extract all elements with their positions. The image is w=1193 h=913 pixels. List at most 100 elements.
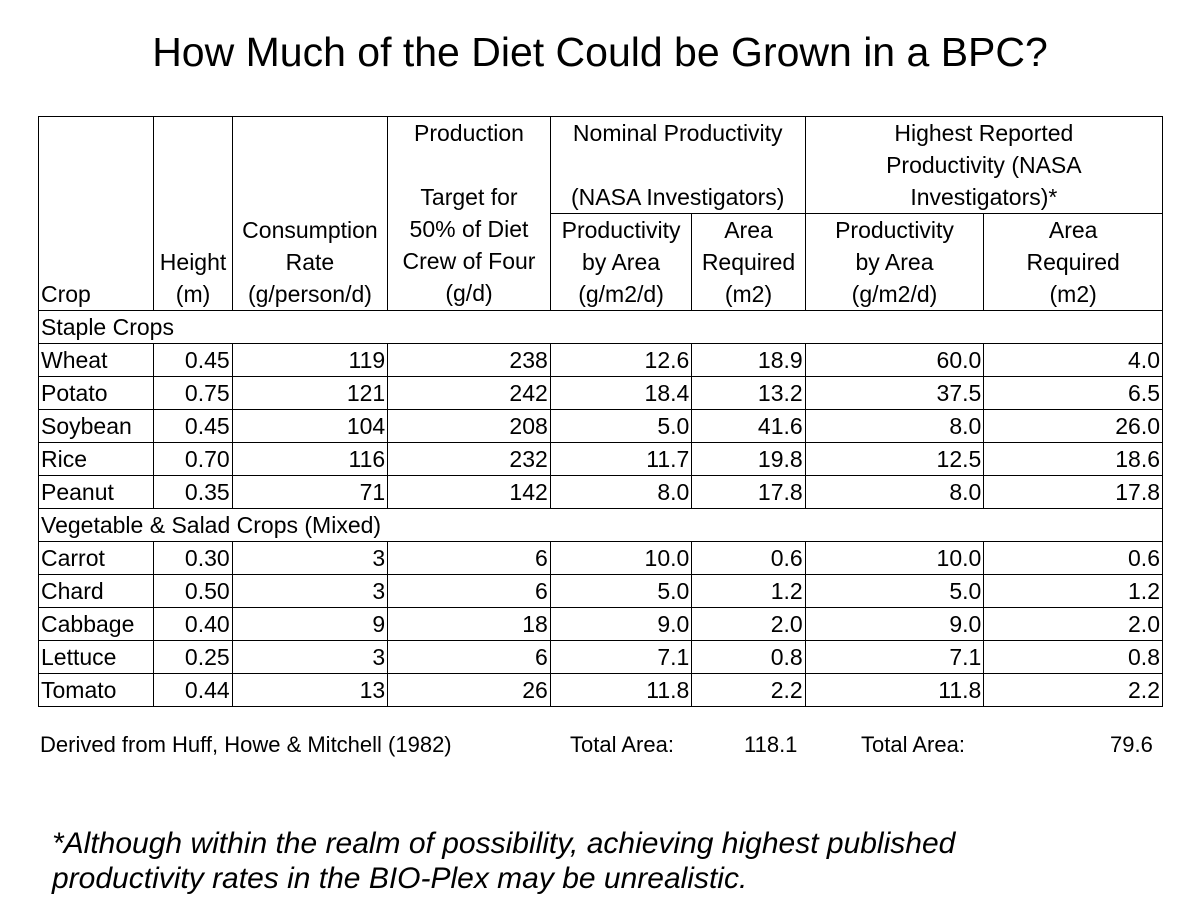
production-target-cell: 238	[387, 343, 551, 377]
highest-total-area-label: Total Area:	[861, 732, 965, 757]
highest-area-cell: 2.2	[983, 673, 1163, 707]
production-target-cell: 232	[387, 442, 551, 476]
section-row: Vegetable & Salad Crops (Mixed)	[38, 508, 1163, 542]
crop-cell: Lettuce	[37, 640, 155, 674]
nominal-productivity-cell: 5.0	[549, 574, 693, 608]
consumption-cell: 13	[231, 673, 389, 707]
crop-cell: Carrot	[37, 541, 155, 575]
header-production-line4: Crew of Four	[402, 248, 536, 274]
header-production-line2: Target for	[420, 184, 518, 210]
nominal-area-cell: 0.8	[691, 640, 806, 674]
header-consumption-line3: (g/person/d)	[247, 281, 372, 307]
height-cell: 0.75	[153, 376, 233, 410]
nominal-total-area-label: Total Area:	[570, 732, 674, 757]
header-highest-group: Highest Reported Productivity (NASA Inve…	[804, 116, 1164, 214]
header-highest-productivity-line2: by Area	[855, 249, 934, 275]
height-cell: 0.44	[153, 673, 233, 707]
header-highest-area: Area Required (m2)	[983, 213, 1163, 311]
crop-cell: Peanut	[37, 475, 155, 509]
header-production: Production Target for 50% of Diet Crew o…	[387, 116, 551, 311]
production-target-cell: 6	[387, 541, 551, 575]
production-target-cell: 142	[387, 475, 551, 509]
consumption-cell: 116	[231, 442, 389, 476]
header-production-line5: (g/d)	[445, 280, 493, 306]
highest-productivity-cell: 12.5	[804, 442, 985, 476]
header-row-subcolumns: Productivity by Area (g/m2/d) Area Requi…	[39, 213, 1163, 311]
header-nominal-line2: (NASA Investigators)	[571, 184, 785, 210]
highest-productivity-cell: 8.0	[804, 475, 985, 509]
consumption-cell: 104	[231, 409, 389, 443]
table-row: Wheat 0.45 119 238 12.6 18.9 60.0 4.0	[37, 343, 1163, 377]
highest-area-cell: 17.8	[983, 475, 1163, 509]
consumption-cell: 3	[231, 640, 389, 674]
height-cell: 0.70	[153, 442, 233, 476]
nominal-productivity-cell: 10.0	[549, 541, 693, 575]
header-height-line2: (m)	[175, 281, 211, 307]
header-nominal-productivity: Productivity by Area (g/m2/d)	[549, 213, 693, 311]
header-nominal-productivity-line2: by Area	[582, 249, 661, 275]
highest-productivity-cell: 5.0	[804, 574, 985, 608]
consumption-cell: 3	[231, 574, 389, 608]
consumption-cell: 71	[231, 475, 389, 509]
section-row: Staple Crops	[38, 310, 1163, 344]
crop-cell: Rice	[37, 442, 155, 476]
table-row: Lettuce 0.25 3 6 7.1 0.8 7.1 0.8	[37, 640, 1163, 674]
table-row: Cabbage 0.40 9 18 9.0 2.0 9.0 2.0	[37, 607, 1163, 641]
height-cell: 0.40	[153, 607, 233, 641]
nominal-productivity-cell: 9.0	[549, 607, 693, 641]
crop-cell: Potato	[37, 376, 155, 410]
highest-productivity-cell: 10.0	[804, 541, 985, 575]
page-title: How Much of the Diet Could be Grown in a…	[152, 29, 1048, 75]
header-nominal-productivity-line1: Productivity	[561, 217, 681, 243]
nominal-productivity-cell: 5.0	[549, 409, 693, 443]
highest-productivity-cell: 11.8	[804, 673, 985, 707]
header-highest-line3: Investigators)*	[910, 184, 1058, 210]
table-row: Rice 0.70 116 232 11.7 19.8 12.5 18.6	[37, 442, 1163, 476]
highest-area-cell: 2.0	[983, 607, 1163, 641]
header-crop: Crop	[37, 116, 155, 311]
header-nominal-area-line3: (m2)	[724, 281, 773, 307]
header-production-line1: Production	[414, 120, 524, 146]
nominal-area-cell: 13.2	[691, 376, 806, 410]
production-target-cell: 242	[387, 376, 551, 410]
highest-area-cell: 6.5	[983, 376, 1163, 410]
height-cell: 0.25	[153, 640, 233, 674]
consumption-cell: 119	[231, 343, 389, 377]
crop-productivity-table: Crop Height (m) Consumption Rate (g/pers…	[37, 116, 1164, 707]
nominal-area-cell: 19.8	[691, 442, 806, 476]
nominal-productivity-cell: 7.1	[549, 640, 693, 674]
header-nominal-group: Nominal Productivity (NASA Investigators…	[549, 116, 806, 214]
header-nominal-area-line2: Required	[701, 249, 796, 275]
header-highest-line1: Highest Reported	[894, 120, 1074, 146]
consumption-cell: 9	[231, 607, 389, 641]
height-cell: 0.30	[153, 541, 233, 575]
height-cell: 0.50	[153, 574, 233, 608]
header-nominal-productivity-line3: (g/m2/d)	[578, 281, 664, 307]
header-consumption-line2: Rate	[285, 249, 335, 275]
nominal-area-cell: 1.2	[691, 574, 806, 608]
header-consumption-line1: Consumption	[242, 217, 378, 243]
header-height-line1: Height	[159, 249, 227, 275]
nominal-productivity-cell: 8.0	[549, 475, 693, 509]
highest-productivity-cell: 60.0	[804, 343, 985, 377]
header-nominal-area: Area Required (m2)	[691, 213, 806, 311]
highest-productivity-cell: 9.0	[804, 607, 985, 641]
crop-cell: Chard	[37, 574, 155, 608]
highest-area-cell: 0.8	[983, 640, 1163, 674]
crop-cell: Cabbage	[37, 607, 155, 641]
table-row: Potato 0.75 121 242 18.4 13.2 37.5 6.5	[37, 376, 1163, 410]
height-cell: 0.45	[153, 343, 233, 377]
highest-productivity-cell: 8.0	[804, 409, 985, 443]
table-row: Tomato 0.44 13 26 11.8 2.2 11.8 2.2	[37, 673, 1163, 707]
header-highest-productivity-line1: Productivity	[835, 217, 954, 243]
highest-area-cell: 18.6	[983, 442, 1163, 476]
nominal-area-cell: 18.9	[691, 343, 806, 377]
footnote-line2: productivity rates in the BIO-Plex may b…	[52, 862, 748, 895]
header-row-groups: Crop Height (m) Consumption Rate (g/pers…	[37, 116, 1164, 311]
production-target-cell: 18	[387, 607, 551, 641]
nominal-productivity-cell: 18.4	[549, 376, 693, 410]
table-row: Carrot 0.30 3 6 10.0 0.6 10.0 0.6	[37, 541, 1163, 575]
header-production-line3: 50% of Diet	[409, 216, 529, 242]
highest-total-area-value: 79.6	[1110, 732, 1153, 757]
crop-cell: Tomato	[37, 673, 155, 707]
